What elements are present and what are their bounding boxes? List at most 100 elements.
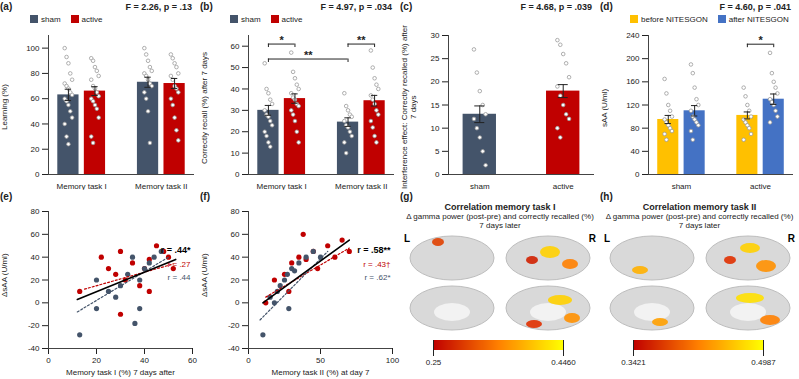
svg-text:80: 80 (231, 207, 240, 216)
svg-text:L: L (604, 233, 610, 244)
svg-text:active: active (553, 182, 574, 190)
html-text:F = 4.97, p = .034: F = 4.97, p = .034 (320, 1, 392, 12)
svg-text:160: 160 (626, 77, 640, 86)
svg-text:120: 120 (626, 101, 640, 110)
svg-text:-40: -40 (228, 344, 240, 353)
svg-text:20: 20 (231, 127, 240, 136)
html-text:Δ gamma power (post-pre) and c: Δ gamma power (post-pre) and correctly r… (605, 212, 794, 230)
html-text:sham: sham (41, 14, 61, 24)
svg-text:15: 15 (431, 101, 440, 110)
svg-text:20: 20 (431, 77, 440, 86)
svg-text:80: 80 (31, 207, 40, 216)
svg-text:Memory task I: Memory task I (257, 182, 307, 190)
svg-text:Memory task II (%) at day 7: Memory task II (%) at day 7 (272, 368, 370, 377)
html-text:Correlation memory task I: Correlation memory task I (444, 202, 556, 212)
svg-text:40: 40 (31, 120, 40, 129)
svg-text:0: 0 (435, 170, 440, 179)
svg-text:Memory task I: Memory task I (57, 182, 107, 190)
html-text:(f): (f) (200, 191, 210, 202)
svg-text:20: 20 (231, 276, 240, 285)
svg-text:40: 40 (140, 356, 149, 365)
svg-text:20: 20 (31, 276, 40, 285)
svg-text:sham: sham (672, 182, 692, 190)
svg-text:50: 50 (316, 356, 325, 365)
html-text:(c): (c) (400, 1, 413, 12)
svg-text:sham: sham (470, 182, 490, 190)
svg-text:0: 0 (235, 170, 240, 179)
svg-text:-20: -20 (228, 321, 240, 330)
svg-text:25: 25 (431, 54, 440, 63)
svg-text:80: 80 (31, 69, 40, 78)
svg-text:-20: -20 (28, 321, 40, 330)
svg-text:60: 60 (31, 230, 40, 239)
svg-text:**: ** (304, 49, 313, 61)
html-text:sham: sham (241, 14, 261, 24)
html-text:(a): (a) (0, 1, 13, 12)
svg-text:0: 0 (35, 170, 40, 179)
svg-text:0.25: 0.25 (426, 358, 442, 367)
svg-text:40: 40 (231, 85, 240, 94)
html-text:(h): (h) (600, 191, 613, 202)
svg-text:r = .43†: r = .43† (363, 260, 390, 269)
svg-text:active: active (750, 182, 771, 190)
svg-text:60: 60 (188, 356, 197, 365)
svg-text:0: 0 (635, 170, 640, 179)
svg-text:240: 240 (626, 31, 640, 40)
svg-text:0: 0 (46, 356, 51, 365)
svg-text:40: 40 (231, 253, 240, 262)
svg-text:*: * (280, 34, 285, 46)
svg-text:5: 5 (435, 147, 440, 156)
html-text:F = 2.26, p = .13: F = 2.26, p = .13 (125, 1, 192, 12)
html-text:(d): (d) (600, 1, 613, 12)
svg-text:0: 0 (235, 298, 240, 307)
svg-text:60: 60 (231, 230, 240, 239)
svg-text:r = .58**: r = .58** (357, 245, 391, 255)
svg-text:Memory task II: Memory task II (135, 182, 187, 190)
svg-text:r = .44*: r = .44* (161, 245, 191, 255)
svg-text:10: 10 (431, 124, 440, 133)
svg-text:Memory task I (%) 7 days after: Memory task I (%) 7 days after (66, 368, 175, 377)
svg-text:200: 200 (626, 54, 640, 63)
svg-text:20: 20 (92, 356, 101, 365)
svg-text:0: 0 (35, 298, 40, 307)
svg-text:0.3421: 0.3421 (621, 358, 646, 367)
svg-text:50: 50 (231, 63, 240, 72)
svg-text:**: ** (357, 34, 366, 46)
svg-text:10: 10 (231, 149, 240, 158)
svg-text:0.4460: 0.4460 (551, 358, 576, 367)
svg-text:R: R (788, 233, 796, 244)
svg-text:Memory task II: Memory task II (335, 182, 387, 190)
svg-text:60: 60 (231, 42, 240, 51)
svg-text:-40: -40 (28, 344, 40, 353)
svg-text:20: 20 (31, 145, 40, 154)
html-text:(b): (b) (200, 1, 213, 12)
html-text:active: active (281, 14, 303, 24)
svg-text:0.4987: 0.4987 (751, 358, 776, 367)
html-text:(e): (e) (0, 191, 13, 202)
svg-text:*: * (758, 34, 763, 46)
svg-text:30: 30 (231, 106, 240, 115)
html-text:F = 4.68, p = .039: F = 4.68, p = .039 (520, 1, 592, 12)
svg-text:0: 0 (246, 356, 251, 365)
svg-text:100: 100 (26, 44, 40, 53)
svg-text:r = .62*: r = .62* (364, 273, 390, 282)
svg-text:r = .44: r = .44 (168, 273, 191, 282)
html-text:after NITESGON: after NITESGON (728, 14, 789, 24)
html-text:Δ gamma power (post-pre) and c: Δ gamma power (post-pre) and correctly r… (406, 212, 594, 230)
html-text:before NITESGON: before NITESGON (641, 14, 708, 24)
svg-text:40: 40 (631, 147, 640, 156)
svg-text:R: R (589, 233, 597, 244)
html-text:Correlation memory task II: Correlation memory task II (642, 202, 757, 212)
svg-text:L: L (404, 233, 410, 244)
html-text:Learning (%): Learning (%) (0, 84, 9, 131)
html-text:Interference effect: Correctly: Interference effect: Correctly recalled … (400, 25, 418, 190)
svg-text:40: 40 (31, 253, 40, 262)
html-text:(g): (g) (400, 191, 413, 202)
html-text:F = 4.60, p = .041: F = 4.60, p = .041 (719, 1, 791, 12)
svg-text:30: 30 (431, 31, 440, 40)
svg-text:r = .27: r = .27 (168, 260, 191, 269)
html-text:active: active (81, 14, 103, 24)
svg-text:100: 100 (386, 356, 400, 365)
svg-text:80: 80 (631, 124, 640, 133)
svg-text:60: 60 (31, 94, 40, 103)
